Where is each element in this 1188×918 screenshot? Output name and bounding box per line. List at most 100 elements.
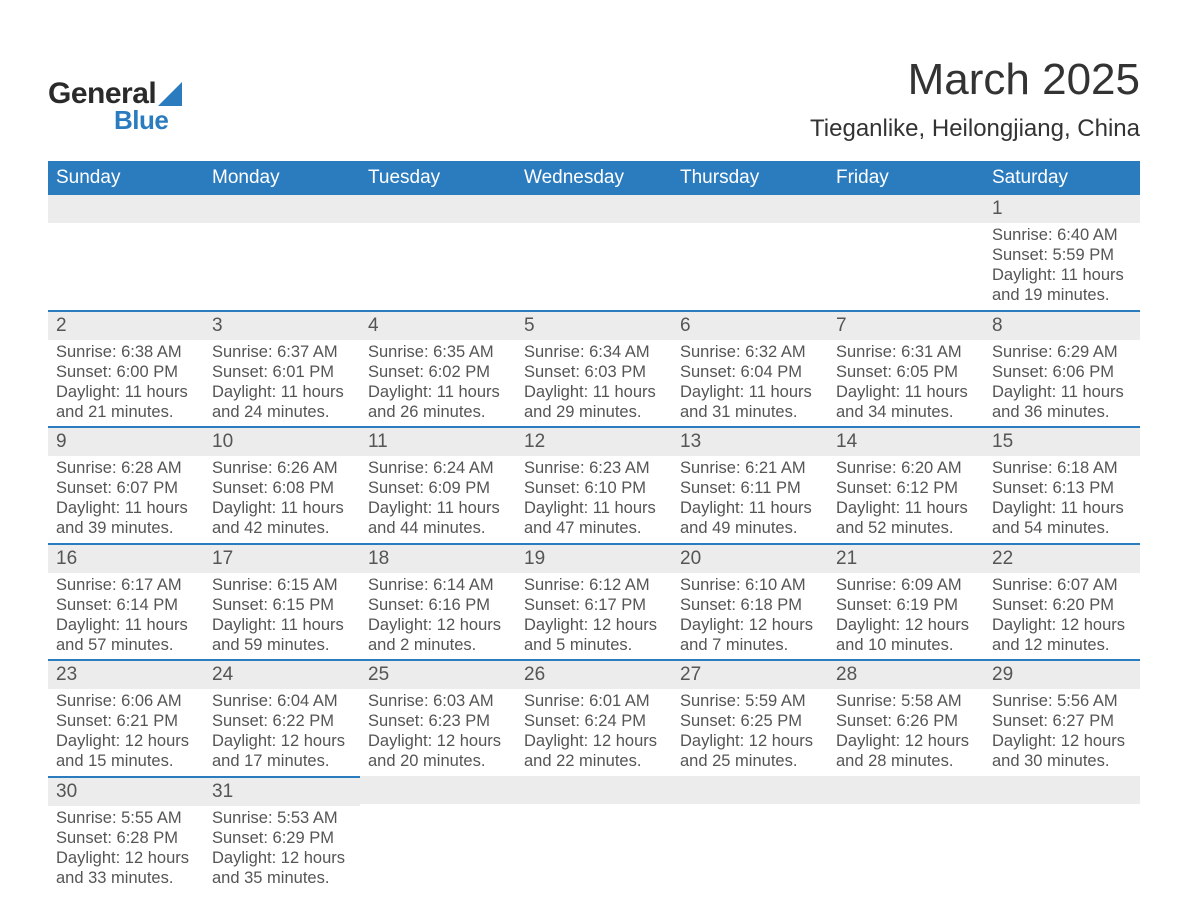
sunset-line: Sunset: 6:22 PM [212, 711, 352, 731]
day-info: Sunrise: 6:28 AMSunset: 6:07 PMDaylight:… [56, 458, 196, 539]
day-number: 30 [48, 776, 204, 806]
sunset-line: Sunset: 6:19 PM [836, 595, 976, 615]
calendar-day-cell: 1Sunrise: 6:40 AMSunset: 5:59 PMDaylight… [984, 195, 1140, 310]
day-number: 27 [672, 659, 828, 689]
sunrise-line: Sunrise: 6:14 AM [368, 575, 508, 595]
sunset-line: Sunset: 5:59 PM [992, 245, 1132, 265]
day-info: Sunrise: 6:12 AMSunset: 6:17 PMDaylight:… [524, 575, 664, 656]
sunrise-line: Sunrise: 5:55 AM [56, 808, 196, 828]
sunrise-line: Sunrise: 6:35 AM [368, 342, 508, 362]
daylight-line: Daylight: 11 hours and 44 minutes. [368, 498, 508, 538]
sunset-line: Sunset: 6:09 PM [368, 478, 508, 498]
day-header: Sunday [48, 161, 204, 195]
day-info: Sunrise: 6:24 AMSunset: 6:09 PMDaylight:… [368, 458, 508, 539]
day-number: 3 [204, 310, 360, 340]
calendar-day-cell [204, 195, 360, 310]
day-info: Sunrise: 6:34 AMSunset: 6:03 PMDaylight:… [524, 342, 664, 423]
calendar-week-row: 23Sunrise: 6:06 AMSunset: 6:21 PMDayligh… [48, 659, 1140, 776]
day-info: Sunrise: 6:18 AMSunset: 6:13 PMDaylight:… [992, 458, 1132, 539]
calendar-day-cell: 4Sunrise: 6:35 AMSunset: 6:02 PMDaylight… [360, 310, 516, 427]
daylight-line: Daylight: 12 hours and 5 minutes. [524, 615, 664, 655]
empty-day-bar [984, 776, 1140, 804]
calendar-day-cell: 7Sunrise: 6:31 AMSunset: 6:05 PMDaylight… [828, 310, 984, 427]
empty-day-bar [516, 195, 672, 223]
day-info: Sunrise: 6:07 AMSunset: 6:20 PMDaylight:… [992, 575, 1132, 656]
day-header: Friday [828, 161, 984, 195]
day-info: Sunrise: 6:23 AMSunset: 6:10 PMDaylight:… [524, 458, 664, 539]
calendar-day-cell [48, 195, 204, 310]
sunset-line: Sunset: 6:16 PM [368, 595, 508, 615]
sunrise-line: Sunrise: 6:18 AM [992, 458, 1132, 478]
day-number: 4 [360, 310, 516, 340]
day-header: Monday [204, 161, 360, 195]
sunrise-line: Sunrise: 6:06 AM [56, 691, 196, 711]
daylight-line: Daylight: 11 hours and 34 minutes. [836, 382, 976, 422]
day-info: Sunrise: 6:17 AMSunset: 6:14 PMDaylight:… [56, 575, 196, 656]
calendar-day-cell [516, 776, 672, 893]
sunset-line: Sunset: 6:21 PM [56, 711, 196, 731]
sunrise-line: Sunrise: 6:34 AM [524, 342, 664, 362]
calendar-day-cell: 5Sunrise: 6:34 AMSunset: 6:03 PMDaylight… [516, 310, 672, 427]
sunrise-line: Sunrise: 6:10 AM [680, 575, 820, 595]
day-info: Sunrise: 5:53 AMSunset: 6:29 PMDaylight:… [212, 808, 352, 889]
daylight-line: Daylight: 11 hours and 54 minutes. [992, 498, 1132, 538]
daylight-line: Daylight: 12 hours and 12 minutes. [992, 615, 1132, 655]
sunrise-line: Sunrise: 5:53 AM [212, 808, 352, 828]
daylight-line: Daylight: 11 hours and 21 minutes. [56, 382, 196, 422]
day-number: 16 [48, 543, 204, 573]
day-info: Sunrise: 5:55 AMSunset: 6:28 PMDaylight:… [56, 808, 196, 889]
calendar-day-cell: 19Sunrise: 6:12 AMSunset: 6:17 PMDayligh… [516, 543, 672, 660]
day-number: 26 [516, 659, 672, 689]
sunset-line: Sunset: 6:25 PM [680, 711, 820, 731]
daylight-line: Daylight: 12 hours and 28 minutes. [836, 731, 976, 771]
calendar-week-row: 30Sunrise: 5:55 AMSunset: 6:28 PMDayligh… [48, 776, 1140, 893]
calendar-day-cell: 30Sunrise: 5:55 AMSunset: 6:28 PMDayligh… [48, 776, 204, 893]
sunset-line: Sunset: 6:05 PM [836, 362, 976, 382]
daylight-line: Daylight: 11 hours and 49 minutes. [680, 498, 820, 538]
calendar-day-cell: 8Sunrise: 6:29 AMSunset: 6:06 PMDaylight… [984, 310, 1140, 427]
sunset-line: Sunset: 6:29 PM [212, 828, 352, 848]
daylight-line: Daylight: 12 hours and 25 minutes. [680, 731, 820, 771]
sunset-line: Sunset: 6:02 PM [368, 362, 508, 382]
calendar-day-cell: 3Sunrise: 6:37 AMSunset: 6:01 PMDaylight… [204, 310, 360, 427]
day-info: Sunrise: 6:10 AMSunset: 6:18 PMDaylight:… [680, 575, 820, 656]
calendar-day-cell: 25Sunrise: 6:03 AMSunset: 6:23 PMDayligh… [360, 659, 516, 776]
calendar-day-cell: 6Sunrise: 6:32 AMSunset: 6:04 PMDaylight… [672, 310, 828, 427]
calendar-day-cell: 29Sunrise: 5:56 AMSunset: 6:27 PMDayligh… [984, 659, 1140, 776]
sunrise-line: Sunrise: 6:29 AM [992, 342, 1132, 362]
day-number: 14 [828, 426, 984, 456]
daylight-line: Daylight: 12 hours and 22 minutes. [524, 731, 664, 771]
empty-day-bar [516, 776, 672, 804]
sunrise-line: Sunrise: 6:04 AM [212, 691, 352, 711]
sunset-line: Sunset: 6:15 PM [212, 595, 352, 615]
calendar-day-cell: 14Sunrise: 6:20 AMSunset: 6:12 PMDayligh… [828, 426, 984, 543]
location-text: Tieganlike, Heilongjiang, China [810, 115, 1140, 143]
daylight-line: Daylight: 12 hours and 10 minutes. [836, 615, 976, 655]
sunrise-line: Sunrise: 6:09 AM [836, 575, 976, 595]
day-info: Sunrise: 6:29 AMSunset: 6:06 PMDaylight:… [992, 342, 1132, 423]
calendar-day-cell [828, 195, 984, 310]
sunrise-line: Sunrise: 6:40 AM [992, 225, 1132, 245]
daylight-line: Daylight: 12 hours and 33 minutes. [56, 848, 196, 888]
day-number: 20 [672, 543, 828, 573]
day-number: 1 [984, 195, 1140, 223]
calendar-day-cell: 17Sunrise: 6:15 AMSunset: 6:15 PMDayligh… [204, 543, 360, 660]
calendar-day-cell: 24Sunrise: 6:04 AMSunset: 6:22 PMDayligh… [204, 659, 360, 776]
calendar-day-cell: 26Sunrise: 6:01 AMSunset: 6:24 PMDayligh… [516, 659, 672, 776]
day-info: Sunrise: 6:37 AMSunset: 6:01 PMDaylight:… [212, 342, 352, 423]
calendar-day-cell: 31Sunrise: 5:53 AMSunset: 6:29 PMDayligh… [204, 776, 360, 893]
calendar-day-cell [672, 776, 828, 893]
empty-day-bar [360, 776, 516, 804]
day-info: Sunrise: 6:31 AMSunset: 6:05 PMDaylight:… [836, 342, 976, 423]
sunset-line: Sunset: 6:13 PM [992, 478, 1132, 498]
day-info: Sunrise: 6:20 AMSunset: 6:12 PMDaylight:… [836, 458, 976, 539]
calendar-week-row: 1Sunrise: 6:40 AMSunset: 5:59 PMDaylight… [48, 195, 1140, 310]
day-info: Sunrise: 6:40 AMSunset: 5:59 PMDaylight:… [992, 225, 1132, 306]
calendar-day-cell: 28Sunrise: 5:58 AMSunset: 6:26 PMDayligh… [828, 659, 984, 776]
daylight-line: Daylight: 12 hours and 15 minutes. [56, 731, 196, 771]
calendar-day-cell: 2Sunrise: 6:38 AMSunset: 6:00 PMDaylight… [48, 310, 204, 427]
sunrise-line: Sunrise: 6:12 AM [524, 575, 664, 595]
calendar-day-cell: 15Sunrise: 6:18 AMSunset: 6:13 PMDayligh… [984, 426, 1140, 543]
day-number: 19 [516, 543, 672, 573]
calendar-day-cell [984, 776, 1140, 893]
